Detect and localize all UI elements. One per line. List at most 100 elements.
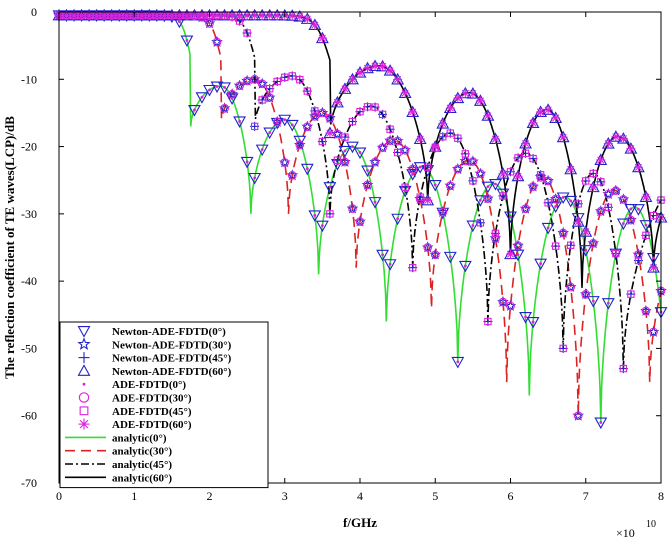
data-point-triangle-down: [631, 204, 645, 216]
data-point-square: [566, 241, 575, 249]
data-point-asterisk: [521, 139, 531, 149]
data-point-asterisk: [408, 107, 418, 117]
data-point-dot: [253, 176, 257, 180]
data-point-square: [265, 85, 274, 93]
data-point-asterisk: [99, 10, 109, 20]
data-point-asterisk: [641, 192, 651, 202]
data-point-dot: [418, 165, 422, 169]
data-point-asterisk: [588, 182, 598, 192]
data-point-asterisk: [475, 96, 485, 106]
data-point-square: [559, 344, 567, 353]
data-point-asterisk: [611, 132, 621, 142]
data-point-triangle-down: [315, 220, 329, 233]
data-point-square: [243, 29, 251, 37]
data-point-square: [597, 178, 605, 186]
x-tick-label: 5: [432, 489, 438, 503]
data-point-circle: [596, 206, 606, 216]
data-point-dot: [223, 85, 226, 89]
data-point-asterisk: [573, 217, 583, 227]
legend-marker-swatch: [78, 392, 90, 403]
legend-label: analytic(45°): [112, 459, 172, 471]
legend-entry: analytic(30°): [65, 446, 172, 458]
data-point-dot: [366, 169, 369, 172]
data-point-dot: [524, 315, 527, 319]
data-point-square: [258, 96, 266, 104]
data-point-dot: [343, 149, 347, 153]
data-point-triangle-down: [428, 179, 442, 192]
data-point-triangle-down: [195, 92, 209, 104]
data-point-circle: [641, 306, 651, 316]
data-point-triangle-down: [248, 172, 262, 185]
data-point-dot: [215, 85, 219, 88]
data-point-asterisk: [483, 111, 493, 121]
data-point-dot: [351, 145, 354, 148]
data-point-asterisk: [393, 75, 403, 85]
data-point-circle: [551, 194, 561, 204]
data-point-asterisk: [596, 155, 606, 165]
data-point-triangle-down: [255, 144, 269, 157]
data-point-asterisk: [385, 66, 395, 76]
data-point-square: [469, 177, 477, 185]
data-point-triangle-down: [473, 195, 487, 207]
data-point-circle: [212, 37, 222, 47]
data-point-triangle-down: [624, 203, 638, 216]
data-point-asterisk: [272, 10, 282, 20]
data-point-triangle-down: [489, 179, 502, 191]
data-point-asterisk: [498, 169, 508, 179]
data-point-circle: [363, 180, 372, 190]
data-point-square: [318, 137, 327, 146]
data-point-square: [416, 193, 424, 201]
data-point-dot: [614, 252, 618, 255]
data-point-dot: [531, 320, 535, 324]
data-point-asterisk: [235, 10, 245, 20]
data-point-asterisk: [430, 142, 440, 152]
data-point-triangle-down: [338, 145, 352, 158]
data-point-triangle-down: [383, 259, 397, 271]
data-point-dot: [539, 262, 542, 265]
data-point-asterisk: [310, 20, 320, 30]
data-point-square: [499, 192, 507, 200]
data-point-dot: [629, 207, 633, 211]
data-point-circle: [626, 215, 636, 225]
data-point-square: [634, 256, 643, 265]
data-point-asterisk: [633, 162, 643, 172]
data-point-circle: [235, 81, 244, 91]
data-point-dot: [554, 205, 558, 208]
legend-label: ADE-FDTD(45°): [112, 406, 192, 418]
legend-label: Newton-ADE-FDTD(0°): [112, 326, 226, 338]
data-point-triangle-down: [391, 213, 405, 226]
data-point-triangle-down: [353, 147, 367, 160]
x-tick-label: 8: [658, 489, 664, 503]
data-point-asterisk: [566, 164, 576, 174]
data-point-square: [454, 134, 462, 142]
legend-entry: ADE-FDTD(30°): [78, 392, 192, 405]
data-point-triangle-down: [594, 417, 608, 430]
data-point-circle: [498, 297, 508, 307]
data-point-circle: [340, 157, 350, 167]
data-point-asterisk: [363, 63, 373, 73]
data-point-circle: [325, 113, 335, 123]
data-point-circle: [438, 207, 448, 217]
data-point-circle: [280, 158, 290, 167]
data-point-dot: [486, 185, 490, 189]
data-point-circle: [348, 204, 357, 213]
y-tick-label: -40: [21, 274, 37, 288]
data-point-square: [333, 156, 342, 164]
data-point-triangle-down: [443, 251, 457, 264]
data-point-square: [378, 110, 387, 119]
data-point-square: [273, 77, 281, 86]
axis-ticks: 0 1 2 3 4 5 6 7 8 0 -10 -20 -30 -40 -50 -60 -70: [21, 5, 664, 503]
x-tick-label: 0: [56, 489, 62, 503]
data-point-dot: [305, 167, 309, 171]
data-point-asterisk: [551, 113, 561, 123]
data-point-asterisk: [370, 61, 380, 71]
legend-label: Newton-ADE-FDTD(60°): [112, 366, 232, 378]
data-point-asterisk: [543, 105, 553, 115]
data-point-asterisk: [317, 33, 327, 43]
data-point-dot: [200, 95, 204, 99]
data-point-square: [506, 168, 515, 176]
data-point-dot: [358, 151, 362, 154]
data-point-asterisk: [295, 12, 305, 22]
data-point-asterisk: [460, 88, 470, 98]
data-point-asterisk: [332, 97, 342, 107]
